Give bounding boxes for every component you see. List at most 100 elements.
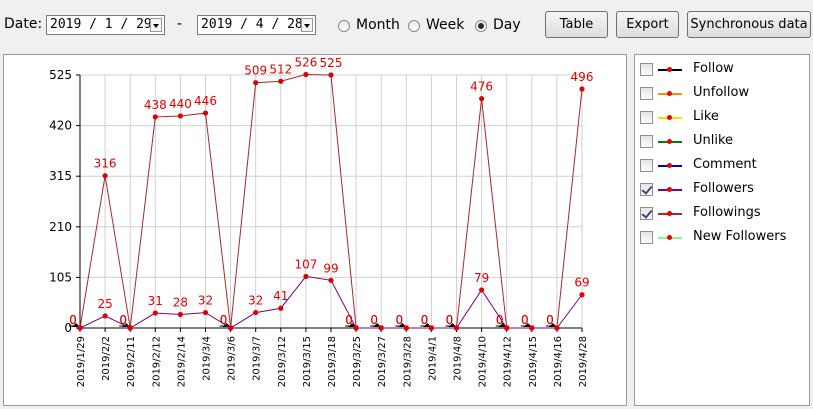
line-swatch-icon — [658, 91, 682, 96]
legend-label: Unlike — [693, 133, 734, 148]
data-label: 438 — [144, 98, 167, 112]
table-button[interactable]: Table — [545, 11, 608, 38]
data-label: 0 — [496, 313, 504, 327]
y-tick-label: 315 — [49, 169, 72, 183]
line-swatch-icon — [658, 163, 682, 168]
data-label: 0 — [119, 313, 127, 327]
legend-label: New Followers — [693, 229, 787, 244]
data-label: 512 — [269, 62, 292, 76]
radio-week[interactable] — [408, 20, 420, 32]
chart-panel: 0 105 210 315 420 525 2019/1/29 2019/2/2 2019/2/… — [3, 54, 627, 406]
data-label: 0 — [446, 313, 454, 327]
legend-checkbox[interactable] — [640, 207, 653, 220]
legend-item-follow[interactable]: Follow — [640, 61, 808, 77]
radio-day-label[interactable]: Day — [493, 17, 521, 33]
data-point — [127, 325, 133, 331]
x-tick-label: 2019/4/12 — [503, 336, 514, 387]
legend-item-unfollow[interactable]: Unfollow — [640, 85, 808, 101]
legend-checkbox[interactable] — [640, 111, 653, 124]
data-label: 25 — [97, 297, 112, 311]
legend-item-unlike[interactable]: Unlike — [640, 133, 808, 149]
data-point — [253, 80, 259, 86]
data-point — [303, 71, 309, 78]
legend-label: Followings — [693, 205, 761, 220]
data-label: 32 — [248, 294, 263, 308]
x-tick-label: 2019/4/28 — [578, 336, 589, 387]
export-button[interactable]: Export — [616, 11, 679, 38]
legend-checkbox[interactable] — [640, 159, 653, 172]
x-tick-label: 2019/3/28 — [402, 336, 413, 387]
legend-checkbox[interactable] — [640, 135, 653, 148]
radio-week-label[interactable]: Week — [426, 17, 465, 33]
line-swatch-icon — [658, 211, 682, 216]
data-label: 446 — [194, 94, 217, 108]
data-label: 0 — [345, 313, 353, 327]
x-tick-label: 2019/3/7 — [252, 336, 263, 381]
x-tick-label: 2019/4/15 — [528, 336, 539, 387]
data-point — [579, 86, 585, 92]
legend-item-followers[interactable]: Followers — [640, 181, 808, 197]
data-label: 0 — [521, 313, 529, 327]
y-tick-label: 0 — [64, 321, 72, 335]
x-tick-label: 2019/1/29 — [76, 336, 87, 387]
data-label: 28 — [173, 296, 188, 310]
legend-checkbox[interactable] — [640, 231, 653, 244]
data-point — [152, 114, 158, 120]
date-label: Date: — [4, 16, 43, 32]
data-label: 0 — [119, 313, 127, 327]
radio-month[interactable] — [338, 20, 350, 32]
line-swatch-icon — [658, 139, 682, 144]
data-point — [378, 325, 384, 331]
line-swatch-icon — [658, 235, 682, 240]
data-label: 525 — [320, 56, 343, 70]
legend-item-new-followers[interactable]: New Followers — [640, 229, 808, 245]
legend-item-comment[interactable]: Comment — [640, 157, 808, 173]
data-point — [428, 325, 434, 331]
data-point — [102, 313, 108, 319]
data-label: 0 — [446, 313, 454, 327]
data-label: 496 — [571, 70, 594, 84]
start-date-picker[interactable]: 2019 / 1 / 29 — [46, 15, 165, 35]
end-date-picker[interactable]: 2019 / 4 / 28 — [197, 15, 316, 35]
x-tick-label: 2019/3/6 — [227, 336, 238, 381]
toolbar: Date: 2019 / 1 / 29 - 2019 / 4 / 28 Mont… — [0, 0, 813, 52]
chevron-down-icon[interactable] — [150, 18, 162, 32]
data-label: 476 — [470, 80, 493, 94]
x-tick-label: 2019/3/27 — [377, 336, 388, 387]
legend-checkbox[interactable] — [640, 183, 653, 196]
data-label: 526 — [294, 56, 317, 70]
data-label: 0 — [220, 313, 228, 327]
chevron-down-icon[interactable] — [301, 18, 313, 32]
legend-checkbox[interactable] — [640, 87, 653, 100]
data-point — [353, 325, 359, 331]
synchronous-data-button[interactable]: Synchronous data — [687, 11, 811, 38]
legend-item-followings[interactable]: Followings — [640, 205, 808, 221]
data-label: 0 — [496, 313, 504, 327]
x-tick-label: 2019/2/12 — [151, 336, 162, 387]
legend-item-like[interactable]: Like — [640, 109, 808, 125]
data-label: 0 — [421, 313, 429, 327]
data-point — [403, 325, 409, 331]
line-swatch-icon — [658, 115, 682, 120]
legend-checkbox[interactable] — [640, 63, 653, 76]
data-label: 440 — [169, 97, 192, 111]
x-tick-label: 2019/4/1 — [427, 336, 438, 381]
radio-day[interactable] — [475, 20, 487, 32]
legend-label: Follow — [693, 61, 734, 76]
legend-panel: Follow Unfollow Like Unlike Comment Foll… — [634, 54, 810, 406]
legend-label: Like — [693, 109, 719, 124]
data-label: 0 — [345, 313, 353, 327]
x-tick-label: 2019/2/11 — [126, 336, 137, 387]
data-label: 0 — [395, 313, 403, 327]
data-point — [529, 325, 535, 331]
data-point — [328, 277, 334, 283]
data-label: 0 — [220, 313, 228, 327]
x-tick-label: 2019/4/16 — [553, 336, 564, 387]
data-point — [328, 72, 334, 78]
radio-month-label[interactable]: Month — [356, 17, 400, 33]
data-label: 0 — [370, 313, 378, 327]
data-point — [479, 287, 485, 293]
line-swatch-icon — [658, 67, 682, 72]
y-tick-label: 210 — [49, 220, 72, 234]
data-point — [579, 292, 585, 298]
